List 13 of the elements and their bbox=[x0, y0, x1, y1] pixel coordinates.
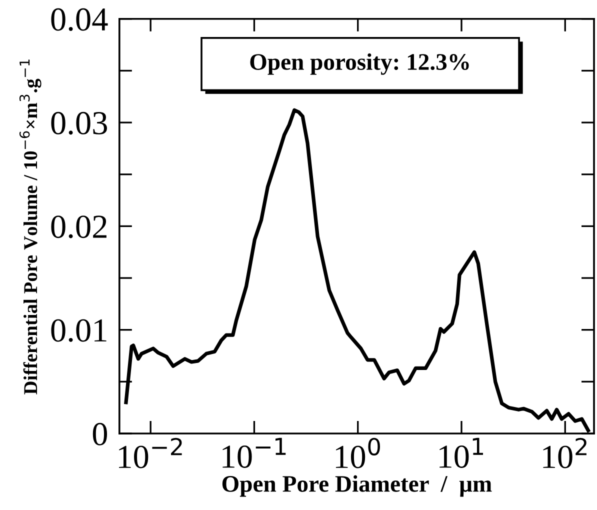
x-tick-label: 10$^{0}$ bbox=[336, 438, 380, 468]
x-tick-label: 10$^{−2}$ bbox=[119, 438, 182, 468]
x-tick-label: 10$^{−1}$ bbox=[222, 438, 286, 468]
x-tick-label: 10$^{1}$ bbox=[440, 438, 484, 468]
x-axis-title: Open Pore Diameter / μm bbox=[222, 475, 492, 497]
y-tick-label: 0.04 bbox=[51, 8, 108, 31]
y-axis-title: Differential Pore Volume / 10$^{−6}$×m$^{3}$.g$^{−1}$ bbox=[19, 60, 42, 394]
y-tick-label: 0.01 bbox=[51, 319, 106, 342]
y-tick-label: 0 bbox=[92, 422, 108, 446]
y-tick-label: 0.02 bbox=[51, 216, 106, 238]
annotation: Open porosity: 12.3% bbox=[250, 53, 469, 75]
x-tick-label: 10$^{2}$ bbox=[543, 438, 586, 468]
y-tick-label: 0.03 bbox=[51, 112, 107, 135]
